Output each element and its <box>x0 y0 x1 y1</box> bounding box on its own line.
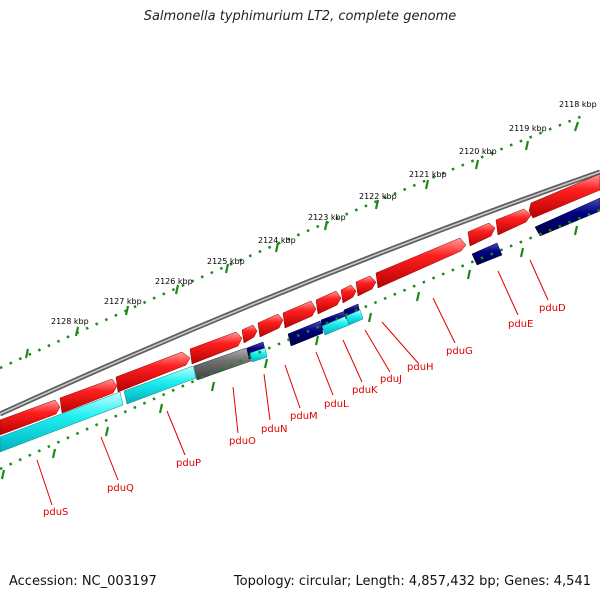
leader-line <box>497 270 519 316</box>
ruler-tick <box>263 358 269 369</box>
gene-label-pduK: pduK <box>352 385 378 396</box>
ruler-tick <box>0 469 6 480</box>
gene-label-pduN: pduN <box>261 424 288 435</box>
ruler-major-ticks <box>24 121 580 359</box>
genome-summary-text: Topology: circular; Length: 4,857,432 bp… <box>233 574 591 589</box>
ruler-tick <box>210 381 216 392</box>
gene-label-pduS: pduS <box>43 507 68 518</box>
leader-line <box>263 373 271 421</box>
ruler-tick <box>415 291 421 302</box>
leader-line <box>232 386 239 434</box>
gene-label-pduM: pduM <box>290 411 318 422</box>
label-leaders <box>36 259 549 506</box>
forward-gene <box>257 313 284 338</box>
reverse-gene <box>287 320 324 347</box>
gene-label-pduE: pduE <box>508 319 533 330</box>
forward-gene <box>315 290 342 315</box>
ruler-label: 2127 kbp <box>104 297 142 306</box>
forward-gene <box>241 324 258 344</box>
leader-line <box>342 339 363 383</box>
leader-line <box>36 459 53 506</box>
ruler-tick <box>367 312 373 323</box>
forward-gene <box>189 331 243 365</box>
gene-label-pduP: pduP <box>176 458 201 469</box>
leader-line <box>364 329 391 373</box>
leader-line <box>381 321 419 364</box>
inner-ruler-ticks <box>0 225 579 480</box>
gene-label-pduH: pduH <box>407 362 434 373</box>
leader-line <box>100 436 119 481</box>
reverse-gene <box>534 197 600 237</box>
ruler-label: 2124 kbp <box>258 236 296 245</box>
accession-text: Accession: NC_003197 <box>9 574 157 589</box>
ruler-label: 2120 kbp <box>459 147 497 156</box>
leader-line <box>529 259 549 301</box>
ruler-tick <box>174 284 180 295</box>
forward-gene <box>528 173 600 219</box>
ruler-tick <box>224 263 230 274</box>
ruler-label: 2126 kbp <box>155 277 193 286</box>
forward-gene <box>115 351 191 393</box>
rna-feature <box>123 365 197 405</box>
ruler-tick <box>519 247 525 258</box>
gene-label-pduO: pduO <box>229 436 256 447</box>
gene-label-pduG: pduG <box>446 346 473 357</box>
ruler-label: 2119 kbp <box>509 124 547 133</box>
ruler-tick <box>573 225 579 236</box>
ruler-tick <box>474 159 480 170</box>
leader-line <box>284 364 301 409</box>
reverse-gene <box>471 242 503 266</box>
forward-gene <box>375 237 467 289</box>
forward-gene <box>59 378 118 414</box>
ruler-label: 2121 kbp <box>409 170 447 179</box>
ruler-tick <box>524 140 530 151</box>
ruler-tick <box>424 179 430 190</box>
forward-strand-genes <box>0 173 600 436</box>
other-feature <box>193 347 252 381</box>
rna-feature <box>249 347 268 363</box>
gene-label-pduJ: pduJ <box>380 374 402 385</box>
gene-label-pduD: pduD <box>539 303 566 314</box>
ruler-tick <box>104 426 110 437</box>
ruler-label: 2128 kbp <box>51 317 89 326</box>
ruler-tick <box>158 403 164 414</box>
ruler-label: 2125 kbp <box>207 257 245 266</box>
leader-line <box>432 297 456 344</box>
ruler-label: 2123 kbp <box>308 213 346 222</box>
forward-gene <box>340 284 357 304</box>
forward-gene <box>0 399 61 436</box>
ruler-labels: 2118 kbp 2119 kbp 2120 kbp 2121 kbp 2122… <box>51 100 597 326</box>
genome-backbone <box>0 169 600 417</box>
second-row-features <box>0 197 600 453</box>
gene-label-pduL: pduL <box>324 399 349 410</box>
ruler-tick <box>323 220 329 231</box>
ruler-tick <box>314 335 320 346</box>
ruler-tick <box>274 242 280 253</box>
forward-gene <box>282 300 317 329</box>
leader-line <box>315 351 334 396</box>
map-title: Salmonella typhimurium LT2, complete gen… <box>143 9 457 24</box>
ruler-tick <box>24 348 30 359</box>
forward-gene <box>495 208 532 236</box>
gene-label-pduQ: pduQ <box>107 483 134 494</box>
ruler-tick <box>466 269 472 280</box>
rna-feature <box>0 391 124 453</box>
gene-labels: pduD pduE pduG pduH pduJ pduK pduL pduM … <box>43 303 566 518</box>
ruler-tick <box>374 199 380 210</box>
ruler-label: 2118 kbp <box>559 100 597 109</box>
ruler-tick <box>51 448 57 459</box>
ruler-tick <box>74 326 80 337</box>
ruler-tick <box>573 121 580 132</box>
forward-gene <box>355 275 377 297</box>
leader-line <box>166 410 186 456</box>
ruler-tick <box>124 305 130 316</box>
ruler-label: 2122 kbp <box>359 192 397 201</box>
forward-gene <box>467 222 496 247</box>
rna-feature <box>345 309 364 326</box>
genome-backbone-highlight <box>0 171 600 415</box>
